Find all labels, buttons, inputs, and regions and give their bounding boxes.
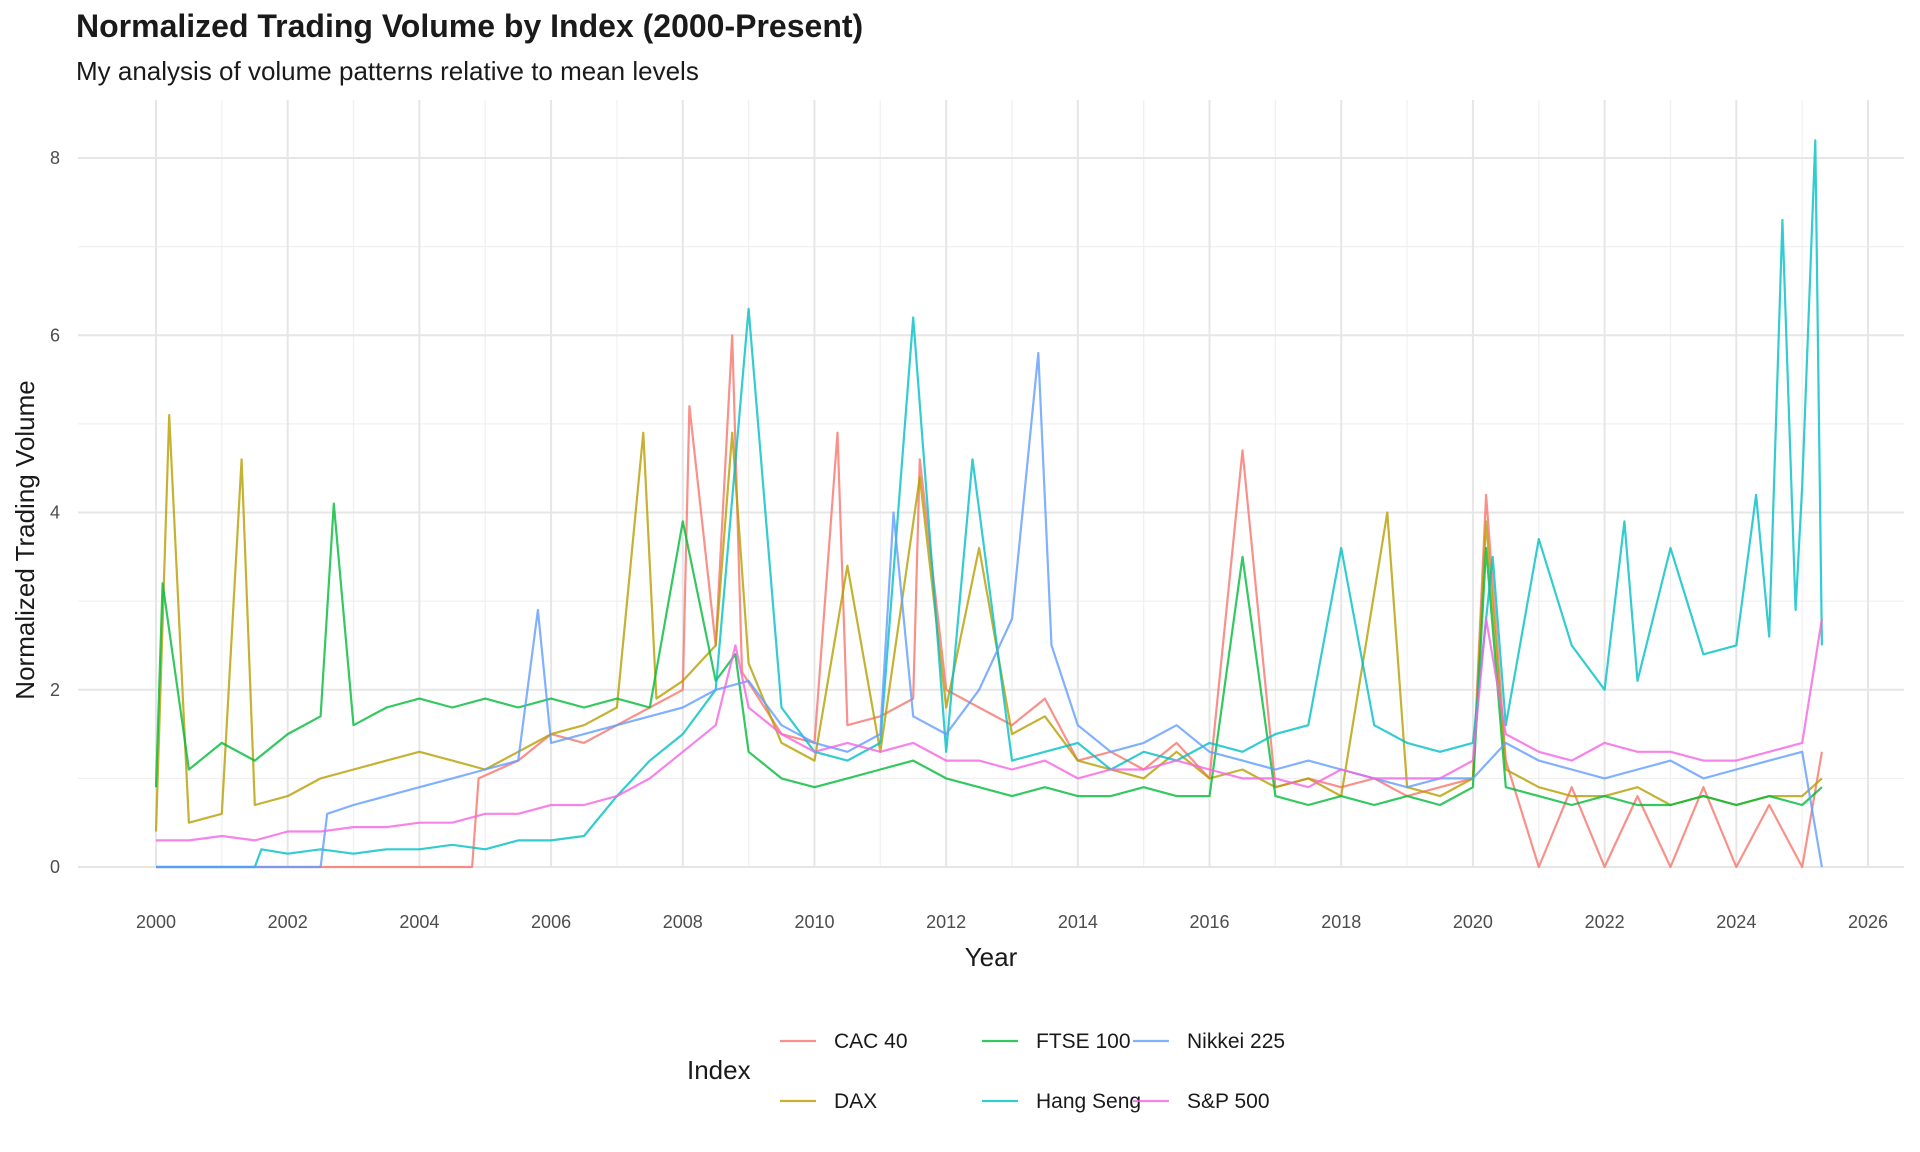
y-tick-label: 8: [50, 148, 60, 168]
legend-label: CAC 40: [834, 1030, 908, 1053]
legend-label: Hang Seng: [1036, 1090, 1141, 1113]
x-tick-label: 2004: [399, 912, 439, 932]
series-line-dax: [154, 413, 1823, 832]
x-tick-label: 2020: [1453, 912, 1493, 932]
legend: Index CAC 40 DAX FTSE 100 Hang Seng Nikkei 2…: [687, 1030, 1285, 1113]
y-tick-label: 4: [50, 503, 60, 523]
x-tick-label: 2000: [136, 912, 176, 932]
x-tick-label: 2014: [1058, 912, 1098, 932]
x-tick-label: 2016: [1190, 912, 1230, 932]
x-axis-ticks: 2000 2002 2004 2006 2008 2010 2012 2014 2016 2018…: [136, 912, 1888, 932]
chart-subtitle: My analysis of volume patterns relative …: [76, 56, 699, 86]
x-tick-label: 2002: [268, 912, 308, 932]
x-tick-label: 2018: [1321, 912, 1361, 932]
y-tick-label: 6: [50, 325, 60, 345]
chart-title: Normalized Trading Volume by Index (2000…: [76, 8, 864, 44]
y-axis-ticks: 0 2 4 6 8: [50, 148, 60, 877]
grid: [78, 100, 1904, 868]
y-tick-label: 0: [50, 857, 60, 877]
series-line-s-p-500: [156, 617, 1823, 842]
series-line-nikkei-225: [156, 351, 1823, 869]
legend-title: Index: [687, 1055, 751, 1085]
legend-label: DAX: [834, 1090, 877, 1113]
x-axis-title: Year: [965, 942, 1018, 972]
y-axis-title: Normalized Trading Volume: [10, 380, 40, 699]
y-tick-label: 2: [50, 680, 60, 700]
x-tick-label: 2024: [1716, 912, 1756, 932]
legend-label: Nikkei 225: [1187, 1030, 1285, 1053]
series-lines: [154, 139, 1823, 869]
legend-label: FTSE 100: [1036, 1030, 1131, 1053]
x-tick-label: 2010: [794, 912, 834, 932]
legend-label: S&P 500: [1187, 1090, 1270, 1113]
x-tick-label: 2006: [531, 912, 571, 932]
series-line-ftse-100: [154, 502, 1823, 807]
series-line-hang-seng: [156, 139, 1823, 869]
x-tick-label: 2022: [1585, 912, 1625, 932]
x-tick-label: 2008: [663, 912, 703, 932]
x-tick-label: 2012: [926, 912, 966, 932]
x-tick-label: 2026: [1848, 912, 1888, 932]
